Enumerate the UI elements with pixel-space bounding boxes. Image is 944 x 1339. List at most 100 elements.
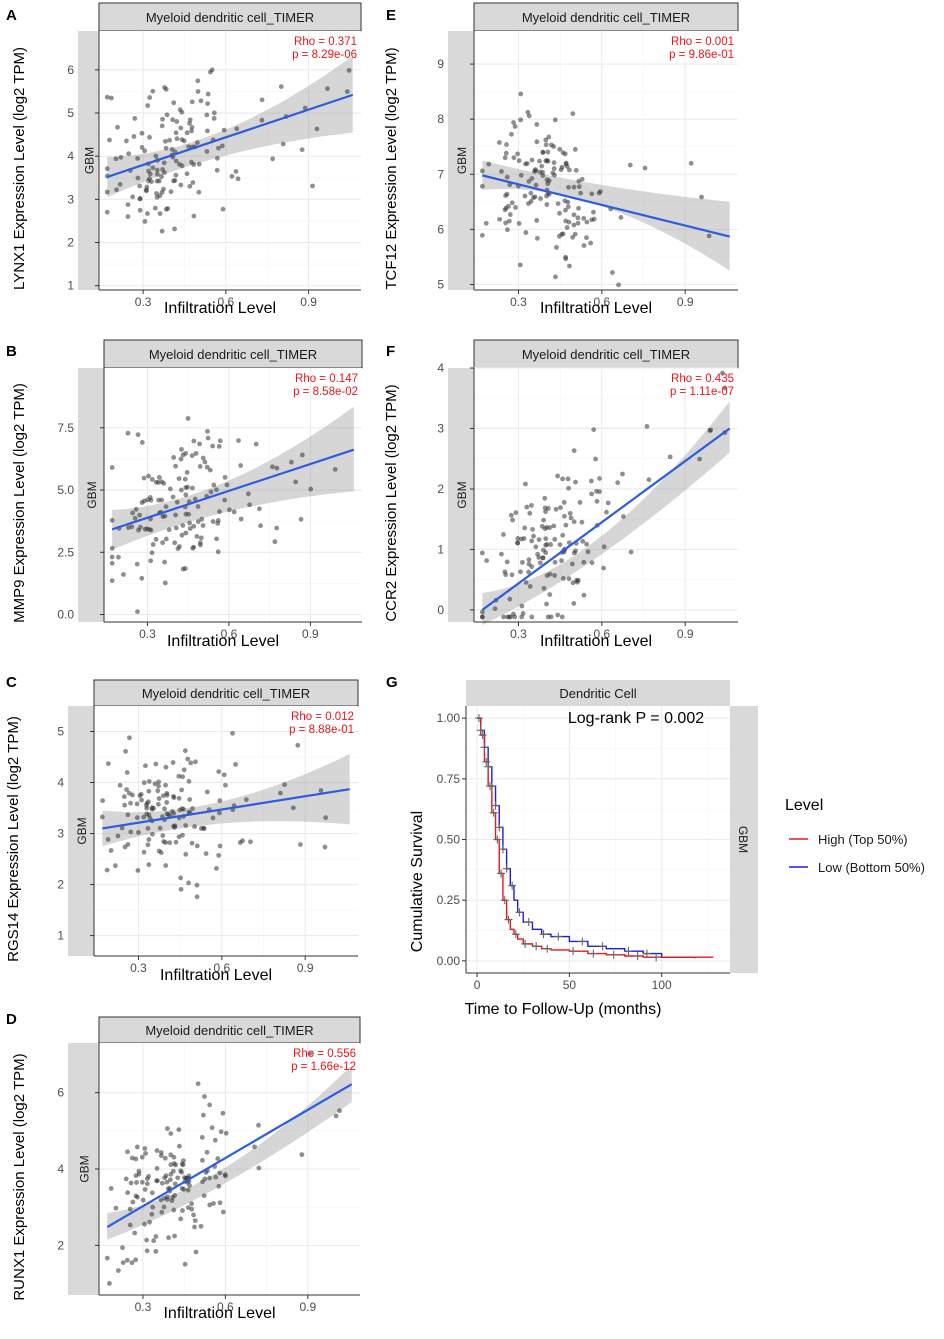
data-point <box>529 503 534 508</box>
data-point <box>169 146 175 152</box>
data-point <box>187 797 193 802</box>
data-point <box>109 517 115 523</box>
data-point <box>154 191 159 196</box>
y-tick-label: 1 <box>57 929 64 943</box>
row-strip-label: GBM <box>455 481 469 508</box>
data-point <box>178 875 184 881</box>
data-point <box>509 131 514 137</box>
data-point <box>571 448 577 453</box>
data-point <box>204 128 210 134</box>
data-point <box>209 67 215 73</box>
censor-mark <box>652 953 661 962</box>
data-point <box>518 91 524 97</box>
legend-label-high: High (Top 50%) <box>818 832 908 847</box>
row-strip <box>78 368 104 622</box>
rho-annotation: Rho = 0.001 <box>671 36 734 48</box>
panel-e: E Myeloid dendritic cell_TIMER GBM Rho = 0.… <box>383 2 739 317</box>
data-point <box>534 139 540 145</box>
data-point <box>518 172 524 178</box>
data-point <box>576 184 582 190</box>
data-point <box>173 130 179 136</box>
data-point <box>162 513 168 519</box>
data-point <box>505 227 510 233</box>
data-point <box>142 526 148 532</box>
data-point <box>642 165 648 171</box>
data-point <box>150 165 156 171</box>
data-point <box>160 793 166 799</box>
data-point <box>278 84 284 90</box>
data-point <box>171 1207 177 1213</box>
facet-strip <box>466 680 730 706</box>
y-tick-label: 5 <box>67 106 74 120</box>
y-tick-label: 1.00 <box>437 711 461 725</box>
x-axis-title: Time to Follow-Up (months) <box>465 1001 662 1018</box>
data-point <box>552 573 558 578</box>
data-point <box>575 215 581 221</box>
panel-c: C Myeloid dendritic cell_TIMER GBM Rho = 0.… <box>5 674 359 984</box>
gridlines <box>104 368 362 622</box>
data-point <box>504 174 510 180</box>
data-point <box>215 518 221 523</box>
data-point <box>223 1173 228 1179</box>
x-tick-label: 0.9 <box>299 1300 316 1314</box>
data-point <box>235 176 241 182</box>
data-point <box>144 184 150 190</box>
data-point <box>243 797 249 803</box>
x-tick-label: 0.6 <box>218 295 235 309</box>
data-point <box>571 601 577 606</box>
data-point <box>149 550 155 556</box>
y-tick-label: 2 <box>437 482 444 496</box>
data-point <box>515 540 521 546</box>
data-point <box>533 182 539 188</box>
data-point <box>545 506 551 511</box>
data-point <box>504 142 509 147</box>
data-point <box>146 779 152 784</box>
data-point <box>139 1179 145 1185</box>
data-point <box>172 1192 178 1198</box>
data-point <box>627 162 633 168</box>
data-point <box>346 67 352 73</box>
data-point <box>160 116 165 122</box>
plot-area <box>474 368 738 622</box>
data-point <box>178 125 184 131</box>
data-point <box>117 182 123 187</box>
data-point <box>146 168 151 174</box>
data-point <box>153 1234 159 1239</box>
data-point <box>135 868 141 873</box>
y-tick-label: 8 <box>437 112 444 126</box>
data-point <box>183 823 189 828</box>
rho-annotation: Rho = 0.556 <box>293 1048 356 1060</box>
data-point <box>503 150 509 156</box>
data-point <box>298 516 304 522</box>
data-point <box>178 182 184 188</box>
data-point <box>162 1195 167 1201</box>
data-point <box>575 577 581 583</box>
data-point <box>620 471 625 477</box>
y-tick-label: 4 <box>437 361 444 375</box>
facet-strip-label: Myeloid dendritic cell_TIMER <box>149 347 317 362</box>
data-point <box>551 523 557 529</box>
data-point <box>579 519 585 525</box>
data-point <box>117 782 123 788</box>
data-point <box>628 549 634 555</box>
data-point <box>146 473 151 479</box>
data-point <box>173 525 179 531</box>
data-point <box>620 514 626 519</box>
data-point <box>588 478 594 484</box>
data-point <box>191 162 197 167</box>
data-point <box>199 1134 205 1140</box>
data-point <box>529 614 535 620</box>
data-point <box>667 454 673 460</box>
data-point <box>149 1211 155 1217</box>
data-point <box>214 865 219 871</box>
y-tick-label: 2 <box>67 236 74 250</box>
data-point <box>141 849 147 855</box>
data-point <box>144 800 150 806</box>
data-point <box>116 554 121 560</box>
data-point <box>526 561 532 567</box>
data-point <box>164 112 170 118</box>
data-point <box>479 168 485 174</box>
data-point <box>205 435 211 441</box>
data-point <box>216 769 222 775</box>
data-point <box>162 559 167 565</box>
